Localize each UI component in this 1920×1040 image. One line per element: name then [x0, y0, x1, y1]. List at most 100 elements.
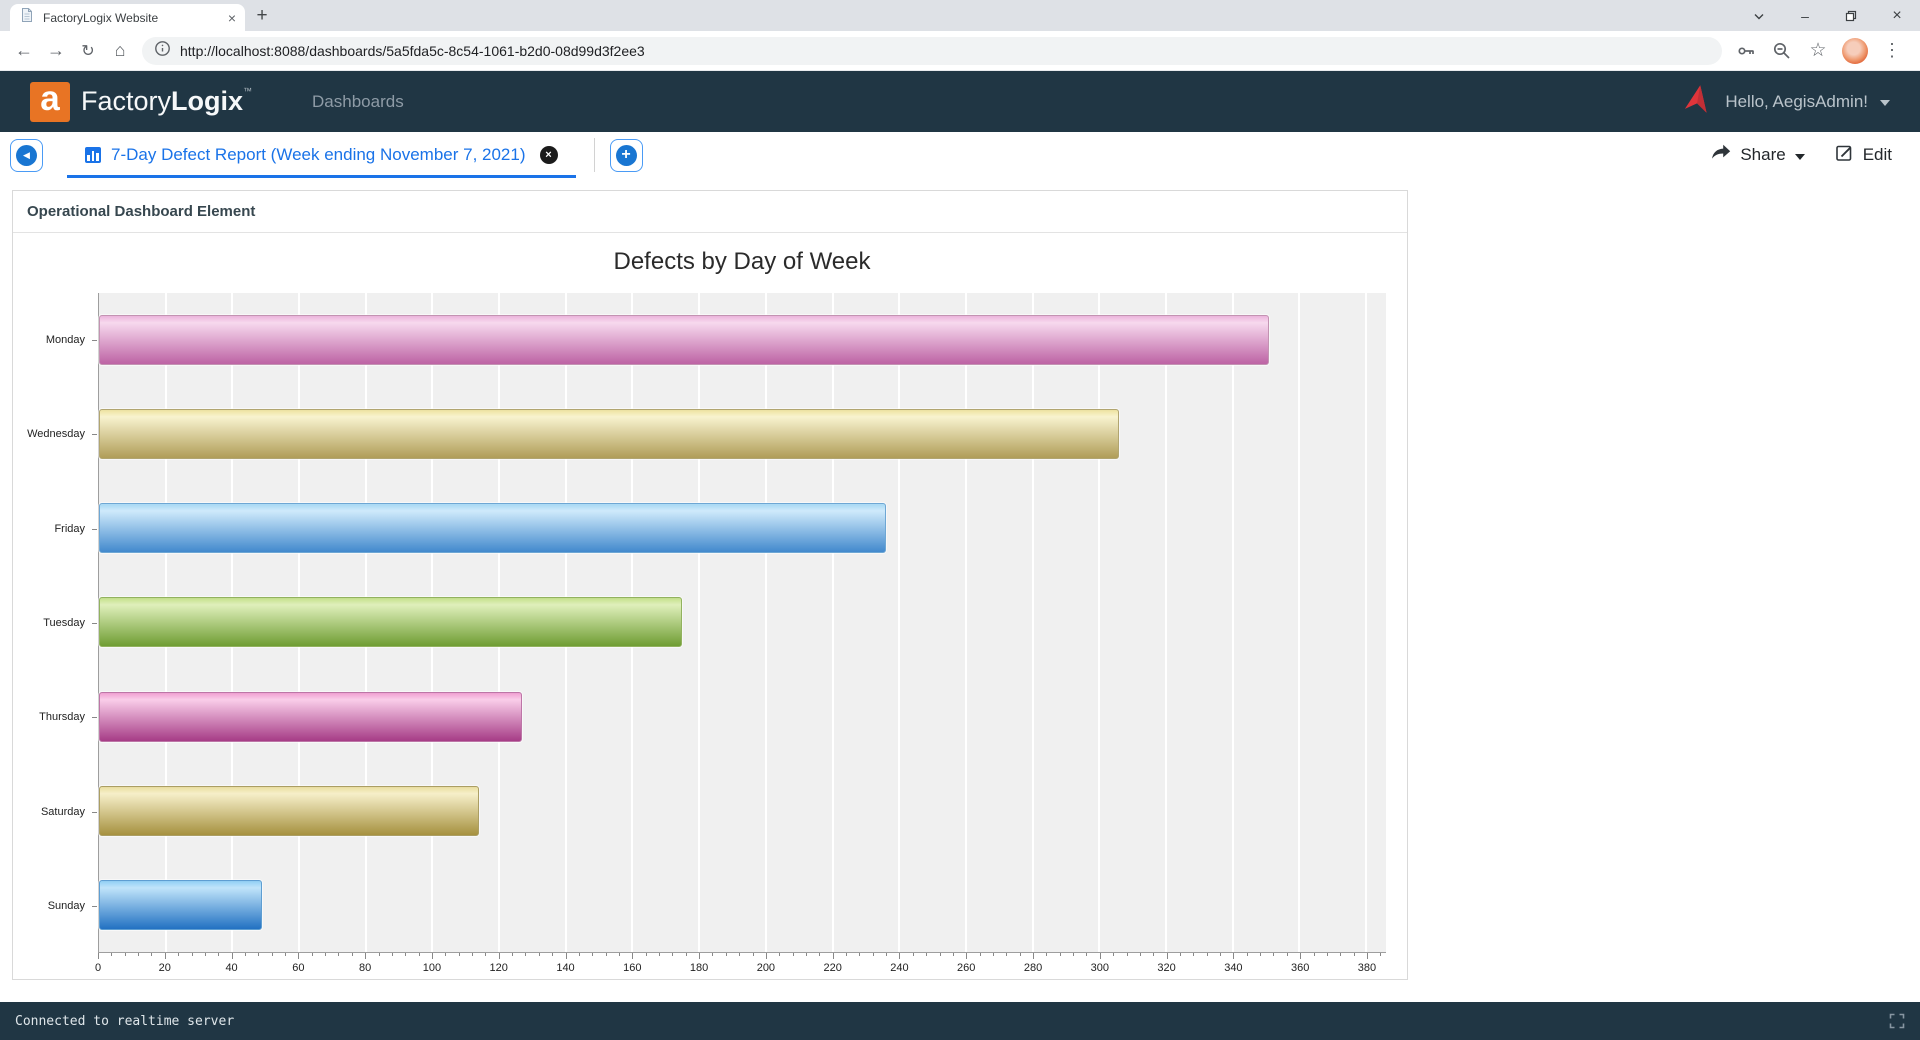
x-tick-label: 380 [1357, 962, 1377, 974]
gridline [831, 293, 834, 952]
x-tick-label: 200 [756, 962, 776, 974]
bar-sunday[interactable] [99, 879, 263, 930]
x-tick [1153, 953, 1155, 956]
bar-row [99, 293, 1386, 387]
x-tick [605, 953, 607, 956]
x-tick [1179, 953, 1181, 956]
x-tick [752, 953, 754, 956]
status-bar: Connected to realtime server [0, 1002, 1920, 1040]
x-tick [1220, 953, 1222, 956]
bar-thursday[interactable] [99, 691, 523, 742]
gridline [898, 293, 901, 952]
x-tick [846, 953, 848, 956]
x-axis: 0 20 40 60 80 100 120 140 160 180 200 220 240 260 280 3… [94, 953, 1387, 983]
chevron-left-icon: ◀ [16, 144, 37, 166]
reload-button[interactable]: ↻ [81, 42, 95, 60]
window-close-button[interactable]: × [1892, 6, 1902, 24]
window-restore-button[interactable] [1828, 0, 1874, 31]
x-tick [445, 953, 447, 956]
y-axis-label: Monday [45, 334, 98, 347]
x-tick [418, 953, 420, 956]
new-tab-button[interactable]: + [256, 4, 268, 26]
edit-label: Edit [1862, 145, 1892, 164]
back-button[interactable]: ← [15, 40, 33, 60]
x-tick-label: 280 [1023, 962, 1043, 974]
x-tick [1193, 953, 1195, 956]
address-bar[interactable]: http://localhost:8088/dashboards/5a5fda5… [142, 36, 1722, 65]
edit-icon [1835, 143, 1854, 167]
y-axis-label: Saturday [40, 805, 98, 818]
x-tick [552, 953, 554, 956]
dashboard-tabbar: ◀ 7-Day Defect Report (Week ending Novem… [0, 132, 1920, 178]
dashboard-chart-icon [85, 147, 101, 163]
bar-tuesday[interactable] [99, 597, 683, 648]
bookmark-star-icon[interactable]: ☆ [1809, 40, 1827, 61]
x-tick [1033, 953, 1035, 959]
x-tick-label: 0 [94, 962, 102, 974]
x-tick [1366, 953, 1368, 959]
browser-tab[interactable]: FactoryLogix Website × [10, 4, 245, 31]
trademark: ™ [243, 86, 253, 96]
x-tick [1326, 953, 1328, 956]
window-minimize-button[interactable]: – [1801, 7, 1809, 24]
user-menu-caret-icon[interactable] [1880, 100, 1890, 106]
share-button[interactable]: Share [1711, 144, 1805, 166]
password-key-icon[interactable] [1730, 35, 1762, 67]
x-tick [699, 953, 701, 959]
home-button[interactable]: ⌂ [114, 40, 126, 60]
x-tick-label: 80 [359, 962, 372, 974]
tab-search-chevron-icon[interactable] [1736, 0, 1782, 31]
x-tick [979, 953, 981, 956]
browser-tab-close-icon[interactable]: × [227, 9, 236, 26]
x-tick [805, 953, 807, 956]
nav-dashboards[interactable]: Dashboards [312, 91, 404, 111]
x-tick [1099, 953, 1101, 959]
x-tick [939, 953, 941, 956]
gridline [964, 293, 967, 952]
x-tick-label: 300 [1090, 962, 1109, 974]
aegis-logo-icon [1683, 84, 1713, 119]
bar-friday[interactable] [99, 503, 886, 554]
x-tick [618, 953, 620, 956]
x-tick [325, 953, 327, 956]
status-text: Connected to realtime server [15, 1013, 235, 1029]
x-tick [1313, 953, 1315, 956]
gridline [1298, 293, 1301, 952]
bar-monday[interactable] [99, 315, 1270, 366]
profile-avatar[interactable] [1842, 37, 1868, 64]
x-tick [1206, 953, 1208, 956]
x-tick [391, 953, 393, 956]
x-tick [872, 953, 874, 956]
x-tick [431, 953, 433, 959]
plot-area [98, 293, 1386, 953]
edit-button[interactable]: Edit [1835, 143, 1892, 167]
x-tick [1113, 953, 1115, 956]
browser-menu-icon[interactable]: ⋮ [1883, 40, 1901, 60]
tab-scroll-left-button[interactable]: ◀ [10, 138, 43, 172]
x-tick [218, 953, 220, 956]
forward-button[interactable]: → [47, 40, 65, 60]
bar-saturday[interactable] [99, 785, 480, 836]
url-text[interactable]: http://localhost:8088/dashboards/5a5fda5… [180, 42, 645, 59]
gridline [1364, 293, 1367, 952]
dashboard-tab-active[interactable]: 7-Day Defect Report (Week ending Novembe… [67, 132, 576, 178]
x-tick-label: 20 [158, 962, 171, 974]
user-greeting[interactable]: Hello, AegisAdmin! [1725, 91, 1868, 111]
add-dashboard-button[interactable]: + [609, 138, 643, 172]
site-info-icon[interactable] [154, 40, 171, 62]
gridline [698, 293, 701, 952]
x-tick [498, 953, 500, 959]
y-axis-label: Thursday [39, 711, 97, 724]
dashboard-tab-close-icon[interactable]: × [539, 146, 558, 164]
x-tick [685, 953, 687, 956]
bar-wednesday[interactable] [99, 409, 1120, 460]
bar-row [99, 858, 1386, 952]
x-tick [472, 953, 473, 956]
gridline [1031, 293, 1034, 952]
x-tick [1166, 953, 1168, 959]
zoom-out-icon[interactable] [1766, 35, 1798, 67]
y-axis-label: Friday [54, 522, 97, 535]
bar-row [99, 481, 1386, 575]
x-tick [458, 953, 460, 956]
expand-fullscreen-icon[interactable] [1889, 1013, 1905, 1029]
